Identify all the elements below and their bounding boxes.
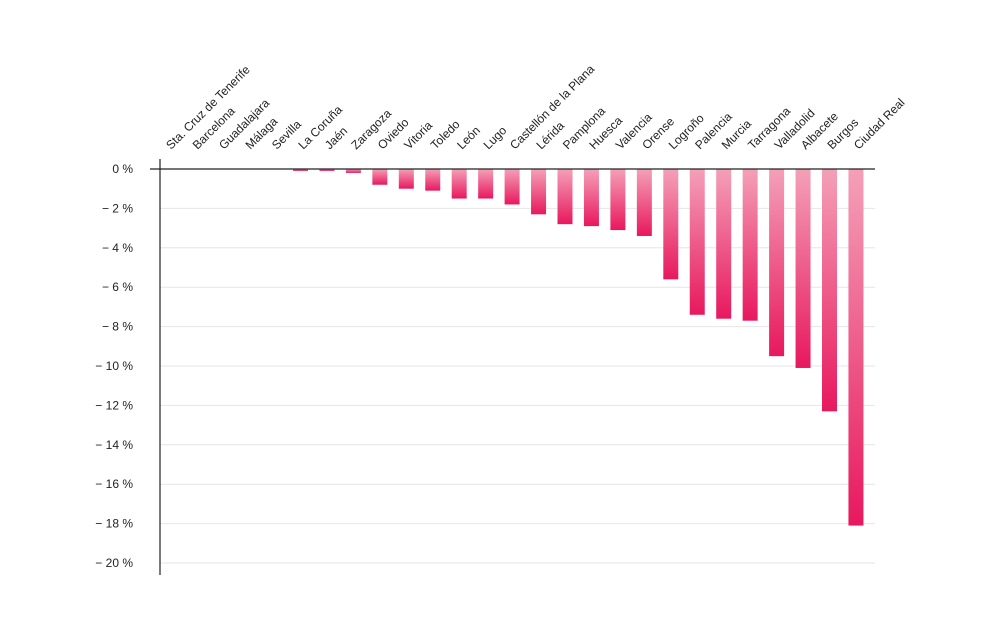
- bar: [742, 169, 758, 321]
- y-tick-label: − 18 %: [95, 517, 133, 531]
- y-tick-label: − 14 %: [95, 438, 133, 452]
- y-tick-label: − 20 %: [95, 556, 133, 570]
- y-tick-label: − 16 %: [95, 477, 133, 491]
- bar: [319, 169, 335, 171]
- bars: [293, 169, 864, 526]
- y-tick-label: − 6 %: [102, 280, 133, 294]
- bar: [769, 169, 785, 357]
- category-labels: Sta. Cruz de TenerifeBarcelonaGuadalajar…: [163, 62, 907, 152]
- bar: [478, 169, 494, 199]
- y-tick-label: 0 %: [112, 162, 133, 176]
- y-tick-label: − 2 %: [102, 201, 133, 215]
- y-tick-label: − 4 %: [102, 241, 133, 255]
- bar: [531, 169, 547, 215]
- bar: [451, 169, 467, 199]
- bar: [372, 169, 388, 185]
- bar: [504, 169, 520, 205]
- bar: [583, 169, 599, 227]
- bar: [398, 169, 414, 189]
- bar: [716, 169, 732, 319]
- y-tick-label: − 12 %: [95, 398, 133, 412]
- bar: [345, 169, 361, 173]
- axes: [150, 159, 875, 575]
- bar: [848, 169, 864, 526]
- y-axis-ticks: 0 % − 2 % − 4 % − 6 % − 8 % − 10 % − 12 % − 14 …: [95, 162, 133, 570]
- y-tick-label: − 8 %: [102, 320, 133, 334]
- bar: [293, 169, 308, 171]
- bar: [636, 169, 652, 236]
- bar: [822, 169, 837, 412]
- bar: [663, 169, 679, 280]
- bar: [425, 169, 441, 191]
- bar: [795, 169, 811, 368]
- bar: [689, 169, 705, 315]
- bar: [557, 169, 573, 225]
- gridlines: [160, 207, 875, 564]
- bar: [610, 169, 626, 231]
- y-tick-label: − 10 %: [95, 359, 133, 373]
- category-label: Lugo: [481, 123, 510, 152]
